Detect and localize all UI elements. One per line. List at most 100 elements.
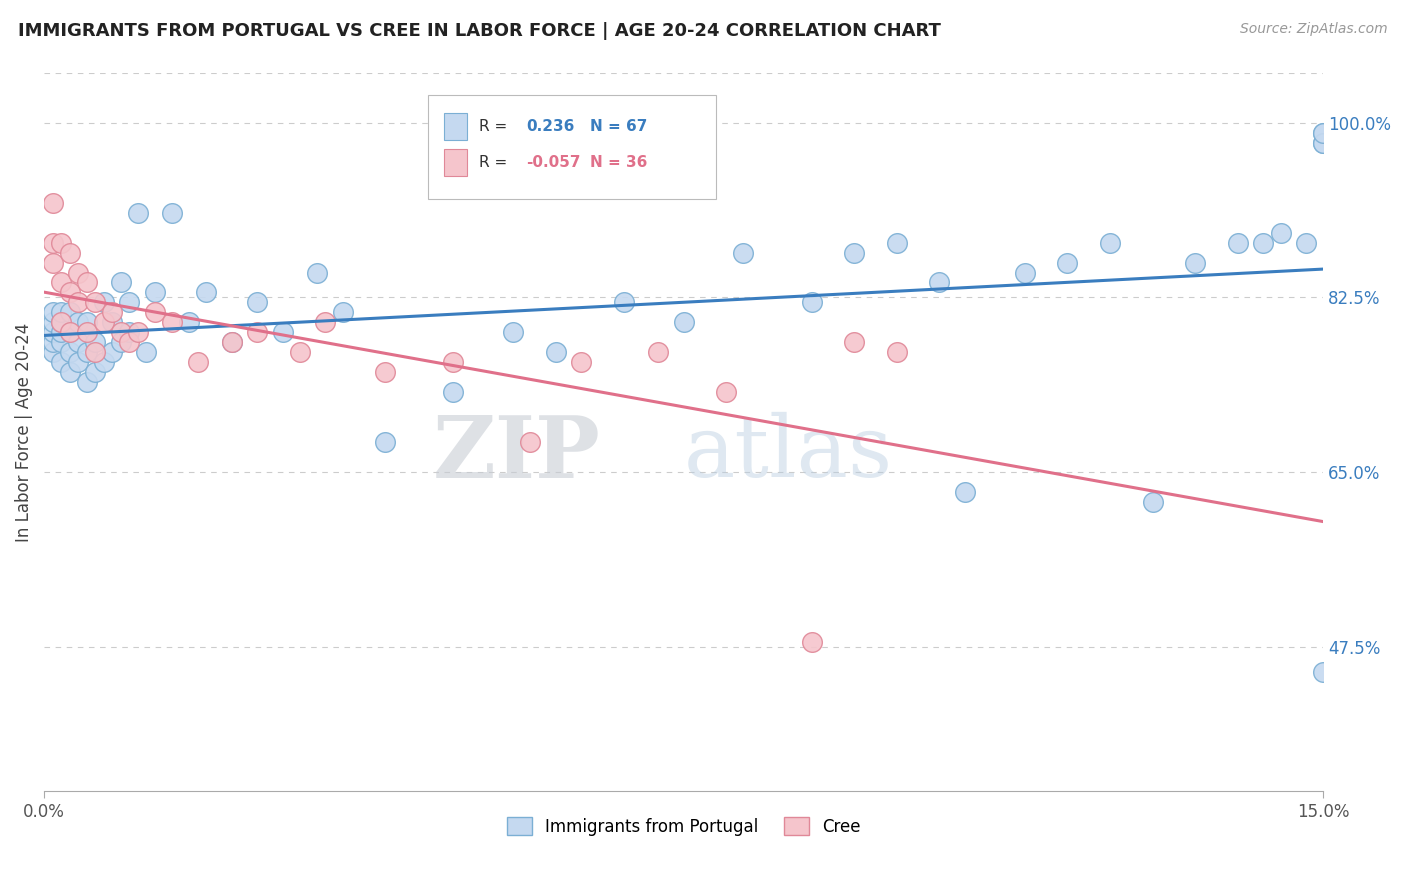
Legend: Immigrants from Portugal, Cree: Immigrants from Portugal, Cree (499, 809, 869, 844)
Point (59, 326, 82, 340)
Point (177, 315, 200, 329)
Point (51, 355, 73, 369)
Point (51, 315, 73, 329)
Point (84, 345, 107, 359)
Point (101, 345, 124, 359)
Point (288, 345, 311, 359)
Point (844, 335, 866, 350)
Point (67, 335, 90, 350)
Point (613, 295, 636, 310)
Point (127, 205, 149, 219)
Point (271, 326, 294, 340)
Point (41, 255, 63, 269)
Text: IMMIGRANTS FROM PORTUGAL VS CREE IN LABOR FORCE | AGE 20-24 CORRELATION CHART: IMMIGRANTS FROM PORTUGAL VS CREE IN LABO… (18, 22, 941, 40)
Bar (444, 149, 467, 177)
Point (160, 205, 183, 219)
Point (1312, 126, 1334, 140)
Point (886, 235, 908, 250)
Point (51, 305, 73, 319)
Point (51, 335, 73, 350)
Point (135, 345, 157, 359)
Text: atlas: atlas (683, 412, 893, 495)
Point (93, 355, 115, 369)
Point (51, 235, 73, 250)
Point (76, 315, 98, 329)
Point (305, 265, 328, 279)
Y-axis label: In Labor Force | Age 20-24: In Labor Force | Age 20-24 (15, 323, 32, 541)
Point (67, 265, 90, 279)
Point (118, 335, 141, 350)
Point (1312, 665, 1334, 679)
Point (59, 365, 82, 379)
Point (374, 365, 396, 379)
Point (733, 245, 755, 260)
Point (67, 295, 90, 310)
Point (59, 285, 82, 300)
Point (1253, 235, 1275, 250)
Text: R =: R = (479, 155, 512, 170)
Point (187, 355, 209, 369)
Text: -0.057: -0.057 (526, 155, 581, 170)
Point (84, 365, 107, 379)
Point (1312, 136, 1334, 150)
Point (41, 235, 63, 250)
Point (544, 345, 567, 359)
Point (672, 315, 695, 329)
Point (332, 305, 354, 319)
Point (928, 276, 950, 290)
Point (101, 315, 124, 329)
Point (1295, 235, 1317, 250)
Point (51, 276, 73, 290)
Point (1226, 235, 1249, 250)
Point (84, 295, 107, 310)
Point (221, 335, 243, 350)
Point (41, 326, 63, 340)
Point (51, 326, 73, 340)
Point (59, 326, 82, 340)
Point (41, 195, 63, 210)
Point (41, 345, 63, 359)
Point (246, 295, 269, 310)
Point (1184, 255, 1206, 269)
Point (800, 634, 823, 648)
Point (41, 305, 63, 319)
Point (118, 326, 141, 340)
Point (374, 435, 396, 450)
Point (59, 305, 82, 319)
Point (110, 326, 132, 340)
Point (143, 305, 166, 319)
Point (246, 326, 269, 340)
Point (127, 326, 149, 340)
Point (59, 345, 82, 359)
Point (195, 285, 218, 300)
Text: N = 67: N = 67 (591, 120, 648, 135)
Point (67, 315, 90, 329)
Bar (444, 113, 467, 141)
Point (221, 335, 243, 350)
Point (118, 295, 141, 310)
Point (441, 355, 464, 369)
Point (143, 285, 166, 300)
Point (93, 295, 115, 310)
Point (76, 276, 98, 290)
Point (569, 355, 592, 369)
Point (844, 245, 866, 260)
Text: N = 36: N = 36 (591, 155, 648, 170)
Point (1312, 136, 1334, 150)
FancyBboxPatch shape (427, 95, 716, 199)
Point (110, 335, 132, 350)
Text: 0.236: 0.236 (526, 120, 575, 135)
Point (76, 345, 98, 359)
Point (1056, 255, 1078, 269)
Point (1014, 265, 1036, 279)
Point (953, 485, 976, 500)
Point (76, 326, 98, 340)
Point (101, 305, 124, 319)
Point (502, 326, 524, 340)
Point (59, 245, 82, 260)
Point (1270, 226, 1292, 240)
Text: Source: ZipAtlas.com: Source: ZipAtlas.com (1240, 22, 1388, 37)
Point (160, 315, 183, 329)
Point (93, 315, 115, 329)
Point (441, 385, 464, 400)
